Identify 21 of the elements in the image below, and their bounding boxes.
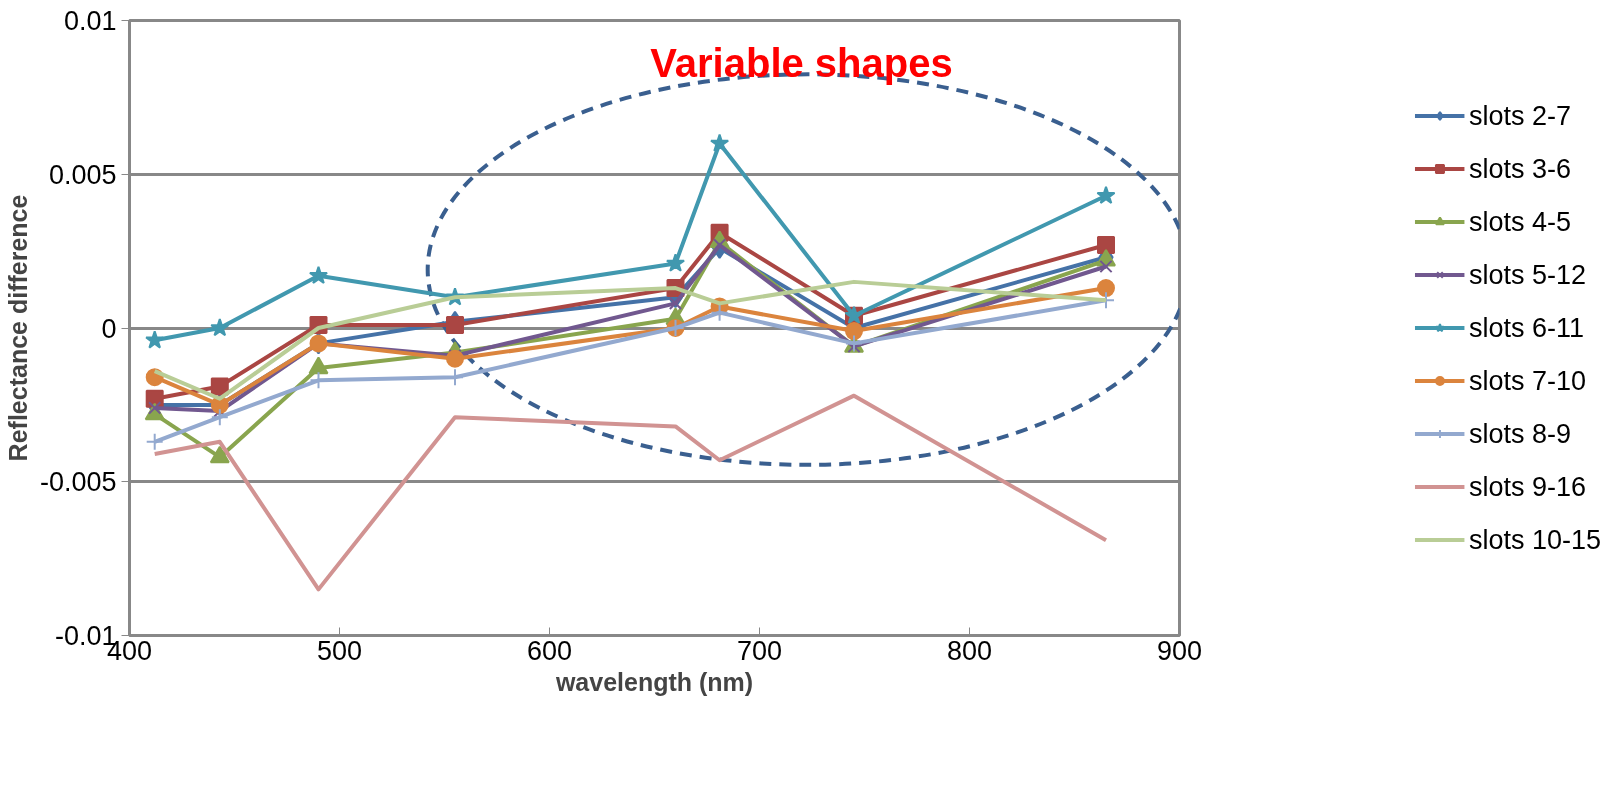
legend-label: slots 5-12 xyxy=(1468,259,1587,290)
y-axis-title: Reflectance difference xyxy=(3,194,32,462)
y-tick-label: 0 xyxy=(101,313,117,344)
legend-label: slots 3-6 xyxy=(1468,153,1572,184)
y-tick-label: -0.005 xyxy=(39,467,117,498)
annotation: Variable shapes xyxy=(650,41,953,86)
legend-label: slots 10-15 xyxy=(1468,524,1602,555)
x-axis-title: wavelength (nm) xyxy=(554,667,754,696)
legend-label: slots 8-9 xyxy=(1468,418,1572,449)
legend-label: slots 7-10 xyxy=(1468,365,1587,396)
legend-label: slots 4-5 xyxy=(1468,206,1572,237)
x-tick-label: 800 xyxy=(946,635,993,666)
x-tick-label: 600 xyxy=(526,635,573,666)
legend-label: slots 6-11 xyxy=(1468,312,1585,343)
x-tick-label: 900 xyxy=(1156,635,1203,666)
y-tick-label: 0.01 xyxy=(63,6,117,36)
legend-label: slots 9-16 xyxy=(1468,471,1587,502)
y-tick-label: 0.005 xyxy=(48,159,117,190)
x-tick-label: 500 xyxy=(316,635,363,666)
legend-label: slots 2-7 xyxy=(1468,100,1572,131)
x-tick-label: 700 xyxy=(736,635,783,666)
